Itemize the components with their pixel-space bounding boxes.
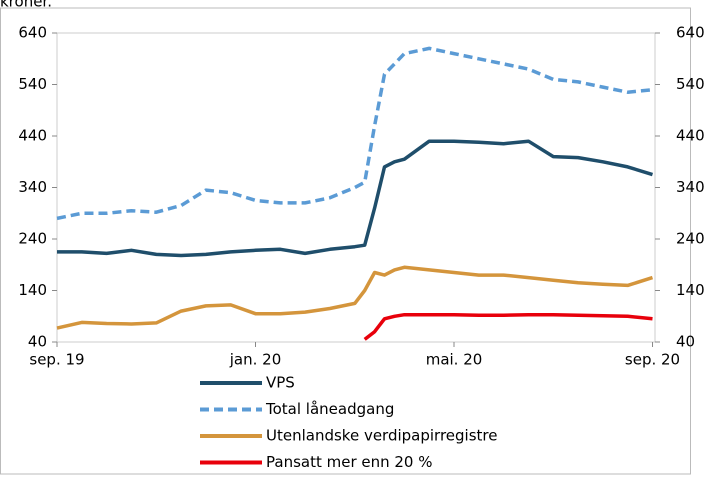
y2-tick-label: 540 — [676, 75, 705, 93]
legend-label: Pansatt mer enn 20 % — [266, 453, 433, 471]
series-line — [363, 312, 653, 341]
series-line — [57, 139, 654, 258]
series-line — [56, 265, 654, 330]
y2-tick-label: 340 — [676, 178, 705, 196]
x-tick-label: sep. 20 — [625, 351, 680, 369]
y2-tick-label: 40 — [676, 333, 695, 351]
frame — [0, 7, 691, 475]
y-tick-label: 540 — [18, 75, 47, 93]
x-tick-label: sep. 19 — [29, 351, 84, 369]
y2-tick-label: 440 — [676, 127, 705, 145]
unit-note: kroner. — [0, 0, 52, 11]
y2-tick-label: 240 — [676, 230, 705, 248]
series-line — [56, 46, 653, 221]
y2-tick-label: 640 — [676, 24, 705, 42]
y-tick-label: 140 — [18, 281, 47, 299]
legend-label: VPS — [266, 374, 295, 392]
y-tick-label: 440 — [18, 127, 47, 145]
y-tick-label: 40 — [28, 333, 47, 351]
y-tick-label: 240 — [18, 230, 47, 248]
legend-label: Utenlandske verdipapirregistre — [266, 427, 497, 445]
x-tick-label: mai. 20 — [426, 351, 483, 369]
legend-label: Total låneadgang — [265, 400, 394, 418]
y2-tick-label: 140 — [676, 281, 705, 299]
y-tick-label: 340 — [18, 178, 47, 196]
y-tick-label: 640 — [18, 24, 47, 42]
x-tick-label: jan. 20 — [229, 351, 282, 369]
